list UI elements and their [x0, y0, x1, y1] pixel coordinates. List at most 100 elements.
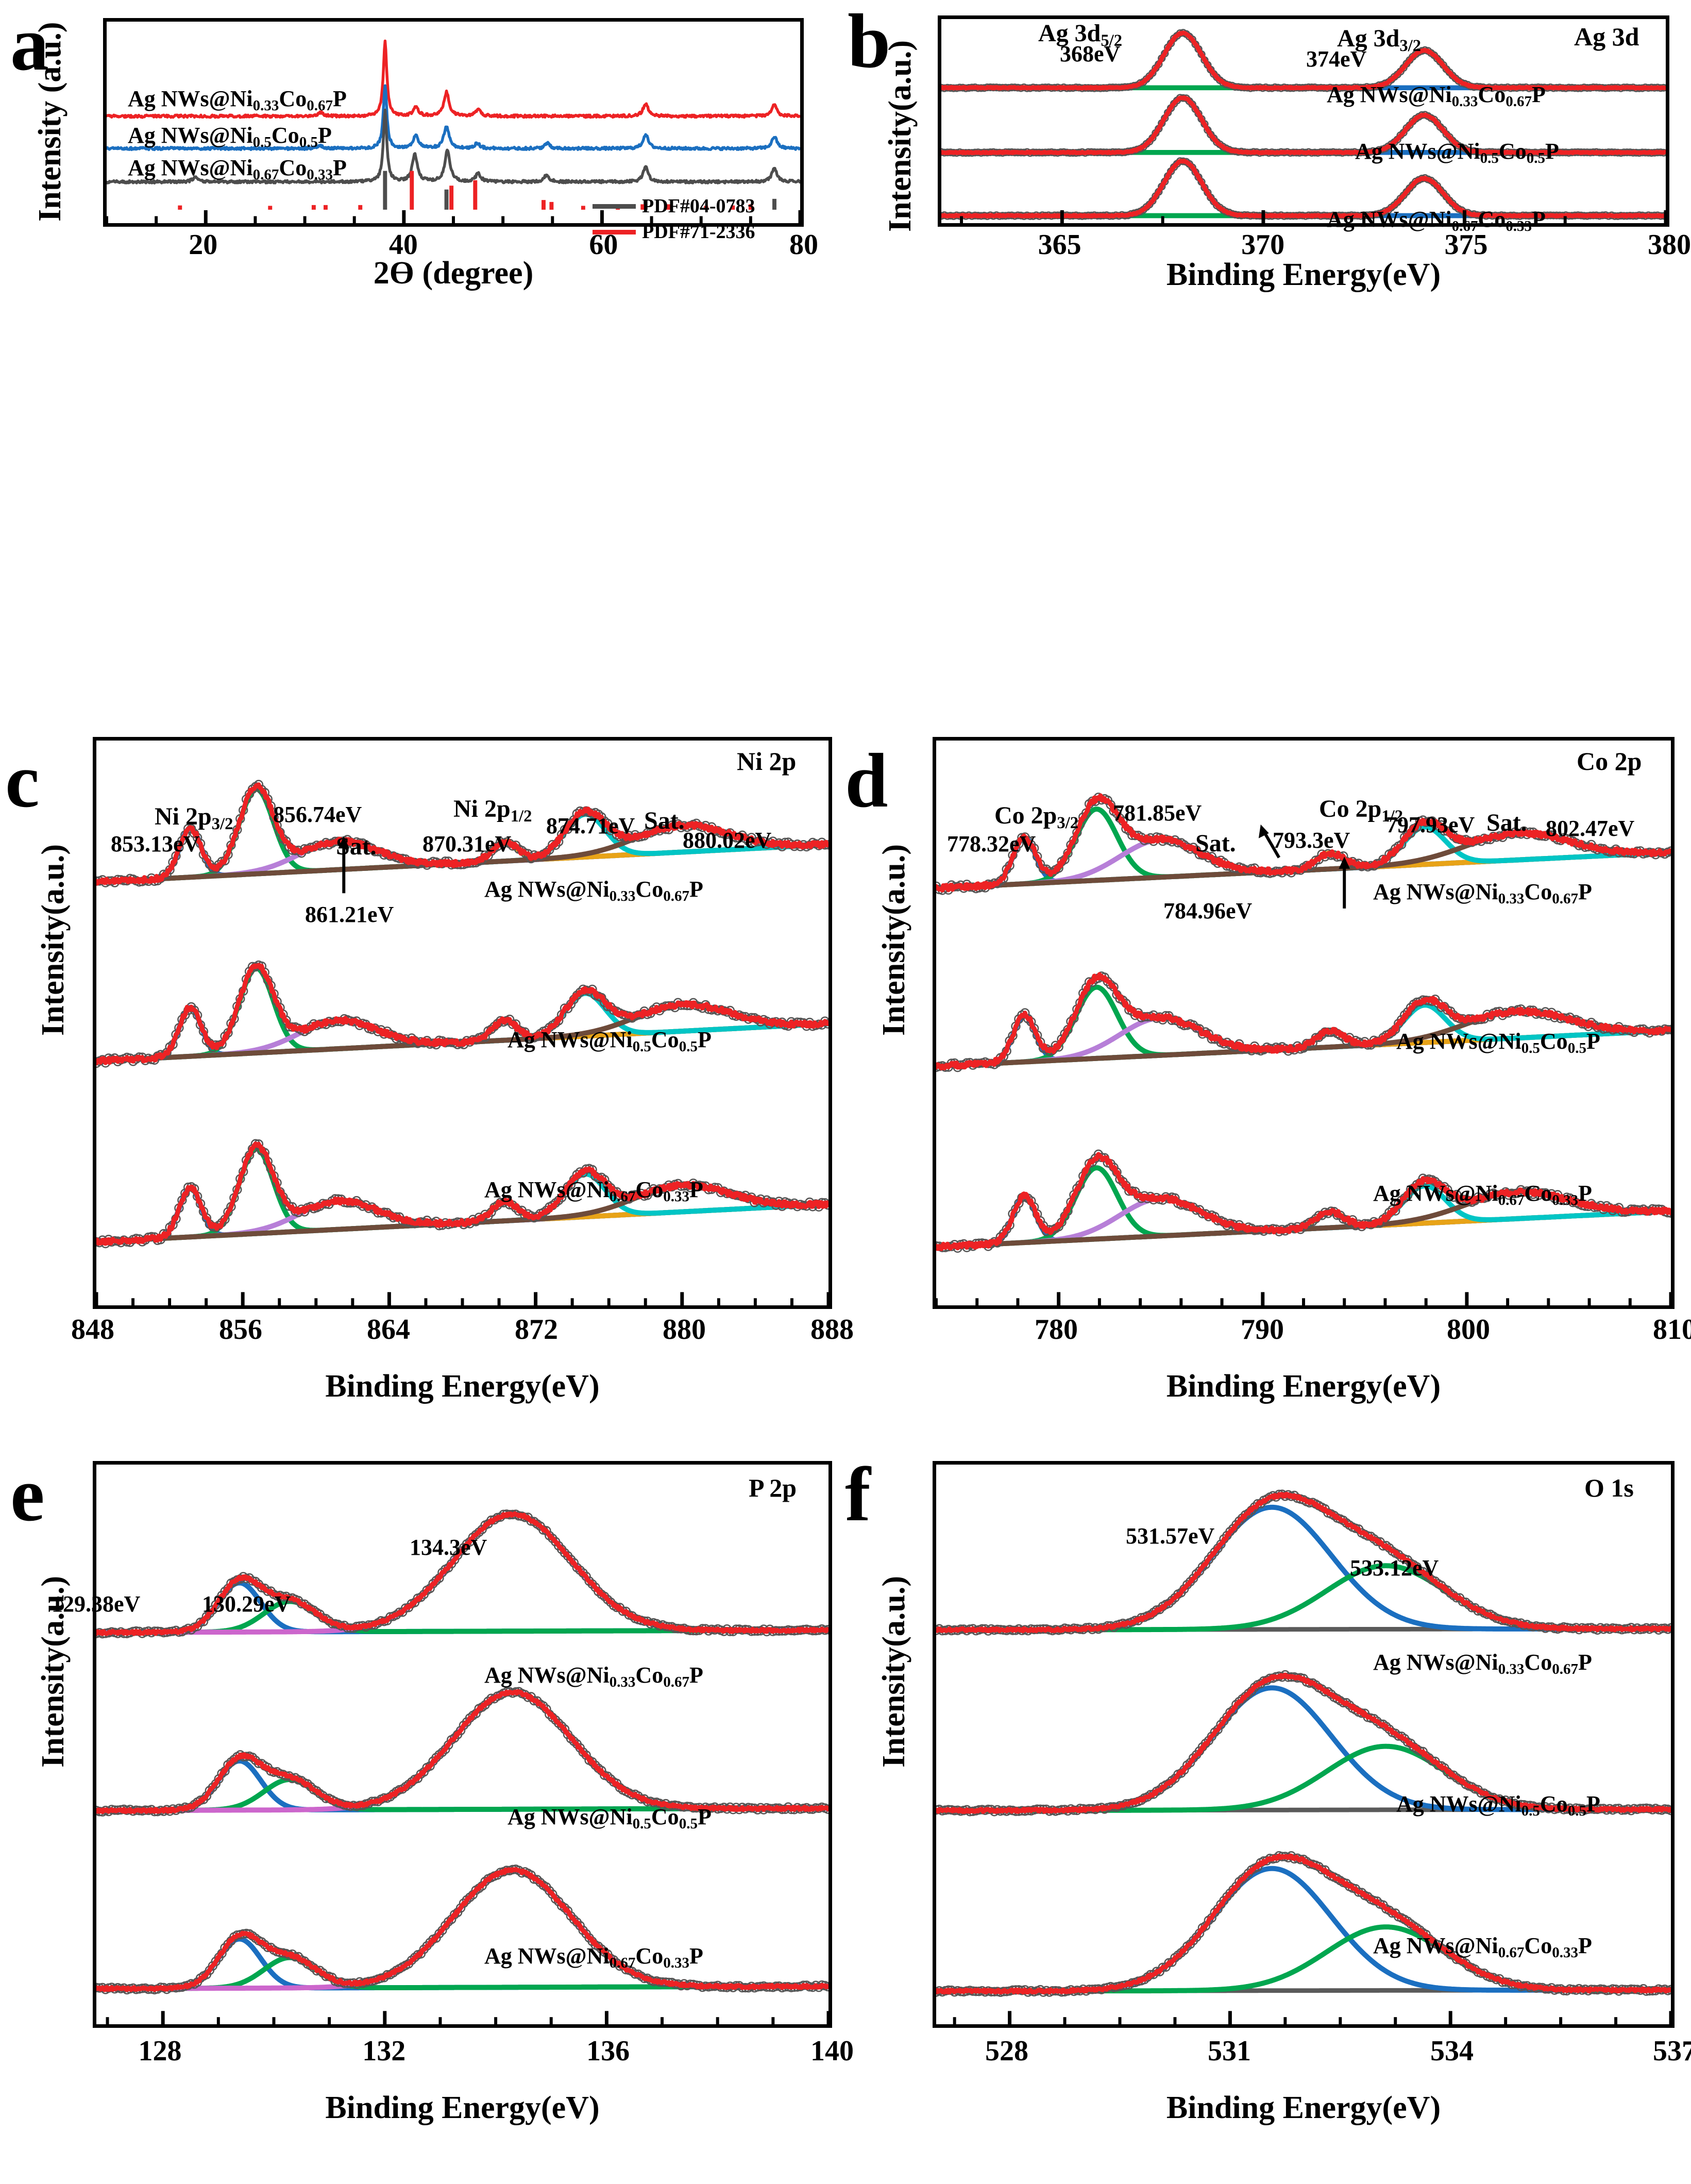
panel-c-x-axis-title: Binding Energy(eV) — [325, 1369, 600, 1404]
panel-d-stack-label-3: Ag NWs@Ni0.67Co0.33P — [1373, 1181, 1592, 1209]
panel-f-annotation-53157: 531.57eV — [1126, 1523, 1215, 1549]
panel-a-curve-label-3: Ag NWs@Ni0.67Co0.33P — [128, 155, 347, 183]
panel-f-plot-area — [933, 1461, 1675, 2028]
panel-c-y-axis-title: Intensity(a.u.) — [36, 844, 71, 1036]
ticks-d-label-1: 790 — [1241, 1314, 1284, 1346]
ticks-d-label-3: 810 — [1653, 1314, 1691, 1346]
ticks-a-label-2: 60 — [589, 229, 618, 261]
panel-d-annotation-77832: 778.32eV — [947, 831, 1036, 856]
ticks-e-label-1: 132 — [362, 2035, 406, 2067]
panel-b-annotation-368ev: 368eV — [1060, 41, 1121, 66]
panel-c-title-tag: Ni 2p — [737, 747, 797, 776]
ticks-b-label-0: 365 — [1038, 229, 1081, 261]
panel-a-plot-area — [103, 18, 804, 227]
panel-d-annotation-80247: 802.47eV — [1546, 816, 1635, 841]
panel-b-svg — [941, 29, 1666, 223]
ticks-c-label-3: 872 — [515, 1314, 558, 1346]
panel-b-stack-label-1: Ag NWs@Ni0.33Co0.67P — [1327, 82, 1546, 110]
ticks-b-label-1: 370 — [1241, 229, 1285, 261]
panel-c-annotation-87471: 874.71eV — [546, 813, 635, 838]
panel-d-annotation-sat1: Sat. — [1195, 830, 1236, 857]
ticks-e-label-3: 140 — [810, 2035, 854, 2067]
ticks-f-label-2: 534 — [1430, 2035, 1474, 2067]
panel-c-annotation-ni2p12: Ni 2p1/2 — [453, 795, 532, 826]
panel-a-x-axis-title: 2ϴ (degree) — [373, 256, 534, 291]
ticks-b-label-3: 380 — [1648, 229, 1691, 261]
panel-e-stack-label-1: Ag NWs@Ni0.33Co0.67P — [484, 1662, 703, 1691]
panel-b-annotation-ag3d52: Ag 3d5/2 — [1038, 20, 1123, 51]
legend-swatch-pdf-1 — [593, 204, 636, 209]
panel-b-title-tag: Ag 3d — [1574, 22, 1639, 51]
panel-e-x-axis-title: Binding Energy(eV) — [325, 2090, 600, 2125]
legend-label-pdf-1: PDF#04-0783 — [642, 195, 755, 217]
panel-f-stack-label-1: Ag NWs@Ni0.33Co0.67P — [1373, 1650, 1592, 1678]
panel-c-stack-label-2: Ag NWs@Ni0.5Co0.5P — [508, 1027, 712, 1055]
panel-b-stack-label-2: Ag NWs@Ni0.5Co0.5P — [1355, 139, 1559, 167]
ticks-c-label-4: 880 — [663, 1314, 706, 1346]
ticks-f-label-0: 528 — [985, 2035, 1028, 2067]
panel-e-stack-label-3: Ag NWs@Ni0.67Co0.33P — [484, 1943, 703, 1972]
panel-c-annotation-ni2p32: Ni 2p3/2 — [155, 803, 233, 834]
panel-f-annotation-53312: 533.12eV — [1350, 1555, 1439, 1581]
panel-d-plot-area — [933, 737, 1675, 1309]
ticks-c-label-0: 848 — [71, 1314, 114, 1346]
panel-d-stack-label-1: Ag NWs@Ni0.33Co0.67P — [1373, 879, 1592, 908]
panel-e-svg — [96, 1509, 828, 2024]
panel-d-annotation-sat2: Sat. — [1486, 809, 1527, 836]
panel-a-y-axis-title: Intensity (a.u.) — [32, 22, 67, 222]
panel-f-title-tag: O 1s — [1584, 1473, 1634, 1502]
ticks-c-label-5: 888 — [810, 1314, 854, 1346]
ticks-a-label-1: 40 — [388, 229, 418, 261]
panel-e-annotation-13029: 130.29eV — [202, 1591, 291, 1617]
panel-e-annotation-1343: 134.3eV — [410, 1535, 487, 1560]
ticks-a-label-3: 80 — [789, 229, 818, 261]
panel-a-legend: PDF#04-0783 PDF#71-2336 — [593, 195, 755, 243]
panel-c-annotation-88002: 880.02eV — [683, 828, 772, 853]
panel-d-y-axis-title: Intensity(a.u.) — [876, 844, 911, 1036]
panel-a-svg — [107, 39, 800, 223]
ticks-f-label-1: 531 — [1208, 2035, 1251, 2067]
panel-a-letter: a — [10, 1, 49, 87]
panel-c-annotation-87031: 870.31eV — [422, 831, 512, 856]
panel-d-annotation-78496: 784.96eV — [1163, 898, 1253, 923]
ticks-c-label-1: 856 — [219, 1314, 262, 1346]
panel-b-stack-label-3: Ag NWs@Ni0.67Co0.33P — [1327, 207, 1546, 235]
panel-f-y-axis-title: Intensity(a.u.) — [876, 1575, 911, 1768]
ticks-e-label-2: 136 — [586, 2035, 630, 2067]
panel-b-letter: b — [848, 0, 890, 84]
panel-b-annotation-ag3d32: Ag 3d3/2 — [1337, 25, 1422, 56]
panel-f-svg — [936, 1489, 1671, 2024]
panel-e-stack-label-2: Ag NWs@Ni0.5Co0.5P — [508, 1804, 712, 1833]
panel-c-annotation-85674: 856.74eV — [273, 802, 362, 827]
panel-d-annotation-co2p12: Co 2p1/2 — [1319, 795, 1403, 826]
panel-d-letter: d — [845, 738, 888, 824]
panel-b-annotation-374ev: 374eV — [1306, 46, 1367, 72]
legend-row-pdf-2: PDF#71-2336 — [593, 221, 755, 243]
panel-f-stack-label-3: Ag NWs@Ni0.67Co0.33P — [1373, 1933, 1592, 1961]
panel-c-annotation-86121: 861.21eV — [305, 902, 394, 927]
panel-f-stack-label-2: Ag NWs@Ni0.5Co0.5P — [1396, 1791, 1600, 1820]
ticks-e-label-0: 128 — [138, 2035, 182, 2067]
ticks-d-label-2: 800 — [1447, 1314, 1490, 1346]
panel-c-annotation-sat2: Sat. — [644, 807, 685, 834]
panel-b-x-axis-title: Binding Energy(eV) — [1166, 257, 1441, 292]
panel-c-svg — [96, 780, 828, 1305]
panel-c-annotation-85313: 853.13eV — [111, 831, 200, 856]
legend-row-pdf-1: PDF#04-0783 — [593, 195, 755, 217]
panel-c-plot-area — [93, 737, 832, 1309]
ticks-c-label-2: 864 — [367, 1314, 410, 1346]
panel-d-annotation-7933: 793.3eV — [1273, 828, 1350, 853]
panel-a-curve-label-1: Ag NWs@Ni0.33Co0.67P — [128, 86, 347, 114]
panel-b-plot-area — [938, 15, 1669, 227]
panel-c-letter: c — [5, 738, 40, 824]
panel-d-annotation-78185: 781.85eV — [1113, 800, 1202, 826]
panel-c-annotation-sat1: Sat. — [336, 833, 377, 860]
panel-d-annotation-79793: 797.93eV — [1386, 812, 1475, 837]
ticks-f-label-3: 537 — [1653, 2035, 1691, 2067]
panel-e-letter: e — [10, 1452, 45, 1537]
legend-label-pdf-2: PDF#71-2336 — [642, 221, 755, 243]
ticks-a-label-0: 20 — [189, 229, 218, 261]
panel-d-stack-label-2: Ag NWs@Ni0.5Co0.5P — [1396, 1029, 1600, 1057]
panel-c-stack-label-1: Ag NWs@Ni0.33Co0.67P — [484, 877, 703, 905]
